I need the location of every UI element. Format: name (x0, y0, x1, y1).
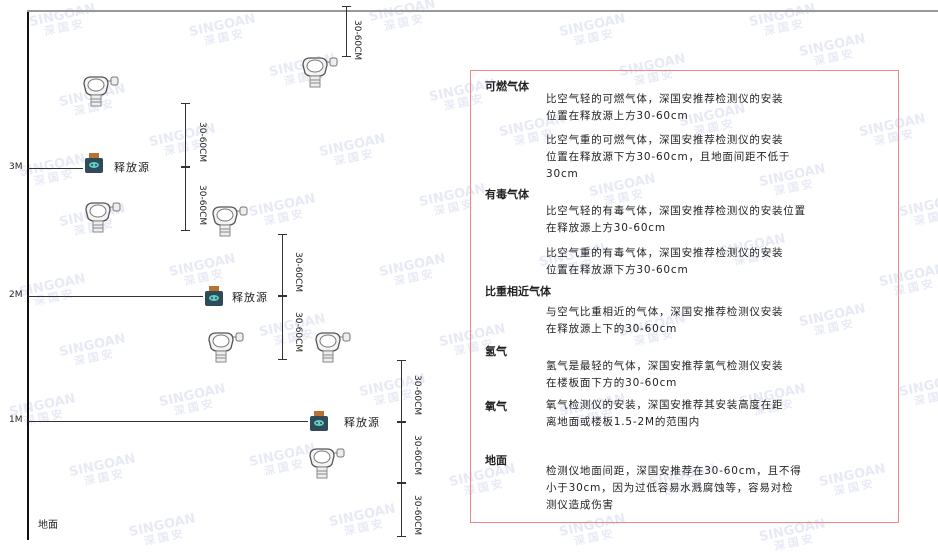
text-line: 小于30cm，因为过低容易水溅腐蚀等，容易对检 (546, 482, 794, 494)
toxic-lighter-text: 比空气轻的有毒气体，深国安推荐检测仪的安装位置 在释放源上方30-60cm (546, 203, 806, 237)
release-source-icon (83, 152, 105, 174)
combustible-title: 可燃气体 (485, 80, 529, 93)
wall-line (27, 10, 29, 540)
text-line: 氢气是最轻的气体，深国安推荐氢气检测仪安装 (546, 360, 784, 372)
text-line: 离地面或楼板1.5-2M的范围内 (546, 416, 701, 428)
dimension-label: 30-60CM (293, 312, 303, 353)
gas-detector-icon (304, 446, 346, 480)
release-source-icon (203, 285, 225, 307)
hydrogen-text: 氢气是最轻的气体，深国安推荐氢气检测仪安装 在楼板面下方的30-60cm (546, 358, 783, 392)
ground-label: 地面 (38, 520, 58, 531)
text-line: 位置在释放源上方30-60cm (546, 110, 689, 122)
toxic-heavier-text: 比空气重的有毒气体，深国安推荐检测仪的安装 位置在释放源下方30-60cm (546, 245, 783, 279)
text-line: 氧气检测仪的安装，深国安推荐其安装高度在距 (546, 399, 784, 411)
release-source-label: 释放源 (344, 416, 380, 429)
dimension-line (181, 167, 190, 231)
installation-notes-panel: 可燃气体 比空气轻的可燃气体，深国安推荐检测仪的安装 位置在释放源上方30-60… (470, 70, 899, 523)
gas-detector-icon (207, 204, 249, 238)
gas-detector-icon (203, 330, 245, 364)
dimension-line (278, 234, 287, 296)
similar-title: 比重相近气体 (485, 285, 551, 298)
dimension-line (397, 483, 406, 537)
oxygen-text: 氧气检测仪的安装，深国安推荐其安装高度在距 离地面或楼板1.5-2M的范围内 (546, 397, 783, 431)
similar-text: 与空气比重相近的气体，深国安推荐检测仪安装 在释放源上下的30-60cm (546, 304, 783, 338)
text-line: 比空气轻的有毒气体，深国安推荐检测仪的安装位置 (546, 205, 806, 217)
text-line: 测仪造成伤害 (546, 499, 614, 511)
level-3m-line (28, 168, 83, 169)
text-line: 检测仪地面间距，深国安推荐在30-60cm，且不得 (546, 465, 802, 477)
text-line: 与空气比重相近的气体，深国安推荐检测仪安装 (546, 306, 784, 318)
dimension-line (181, 103, 190, 167)
toxic-title: 有毒气体 (485, 188, 529, 201)
text-line: 比空气重的有毒气体，深国安推荐检测仪的安装 (546, 247, 784, 259)
gas-detector-icon (310, 330, 352, 364)
text-line: 比空气重的可燃气体，深国安推荐检测仪的安装 (546, 134, 784, 146)
dimension-line (342, 6, 351, 57)
gas-detector-icon (80, 200, 122, 234)
gas-detector-icon (78, 74, 120, 108)
dimension-label: 30-60CM (412, 375, 422, 416)
ground-title: 地面 (485, 454, 507, 467)
oxygen-title: 氧气 (485, 400, 507, 413)
gas-detector-icon (297, 55, 339, 89)
dimension-label: 30-60CM (197, 122, 207, 163)
level-1m-line (28, 421, 308, 422)
text-line: 在释放源上方30-60cm (546, 222, 666, 234)
ceiling-line (27, 10, 938, 12)
dimension-line (397, 360, 406, 422)
text-line: 30cm (546, 168, 579, 180)
text-line: 在释放源上下的30-60cm (546, 323, 678, 335)
level-2m-line (28, 296, 203, 297)
text-line: 在楼板面下方的30-60cm (546, 377, 678, 389)
combustible-heavier-text: 比空气重的可燃气体，深国安推荐检测仪的安装 位置在释放源下方30-60cm，且地… (546, 132, 790, 183)
text-line: 位置在释放源下方30-60cm (546, 264, 689, 276)
release-source-label: 释放源 (114, 161, 150, 174)
dimension-label: 30-60CM (197, 185, 207, 226)
release-source-icon (308, 410, 330, 432)
dimension-label: 30-60CM (293, 252, 303, 293)
level-2m-label: 2M (9, 290, 23, 300)
level-3m-label: 3M (9, 162, 23, 172)
dimension-line (278, 296, 287, 360)
ground-text: 检测仪地面间距，深国安推荐在30-60cm，且不得 小于30cm，因为过低容易水… (546, 463, 802, 514)
dimension-label: 30-60CM (412, 435, 422, 476)
text-line: 比空气轻的可燃气体，深国安推荐检测仪的安装 (546, 93, 784, 105)
combustible-lighter-text: 比空气轻的可燃气体，深国安推荐检测仪的安装 位置在释放源上方30-60cm (546, 91, 783, 125)
dimension-label: 30-60CM (412, 495, 422, 536)
dimension-line (397, 422, 406, 483)
hydrogen-title: 氢气 (485, 345, 507, 358)
dimension-label: 30-60CM (352, 20, 362, 61)
text-line: 位置在释放源下方30-60cm，且地面间距不低于 (546, 151, 791, 163)
level-1m-label: 1M (9, 415, 23, 425)
release-source-label: 释放源 (232, 291, 268, 304)
